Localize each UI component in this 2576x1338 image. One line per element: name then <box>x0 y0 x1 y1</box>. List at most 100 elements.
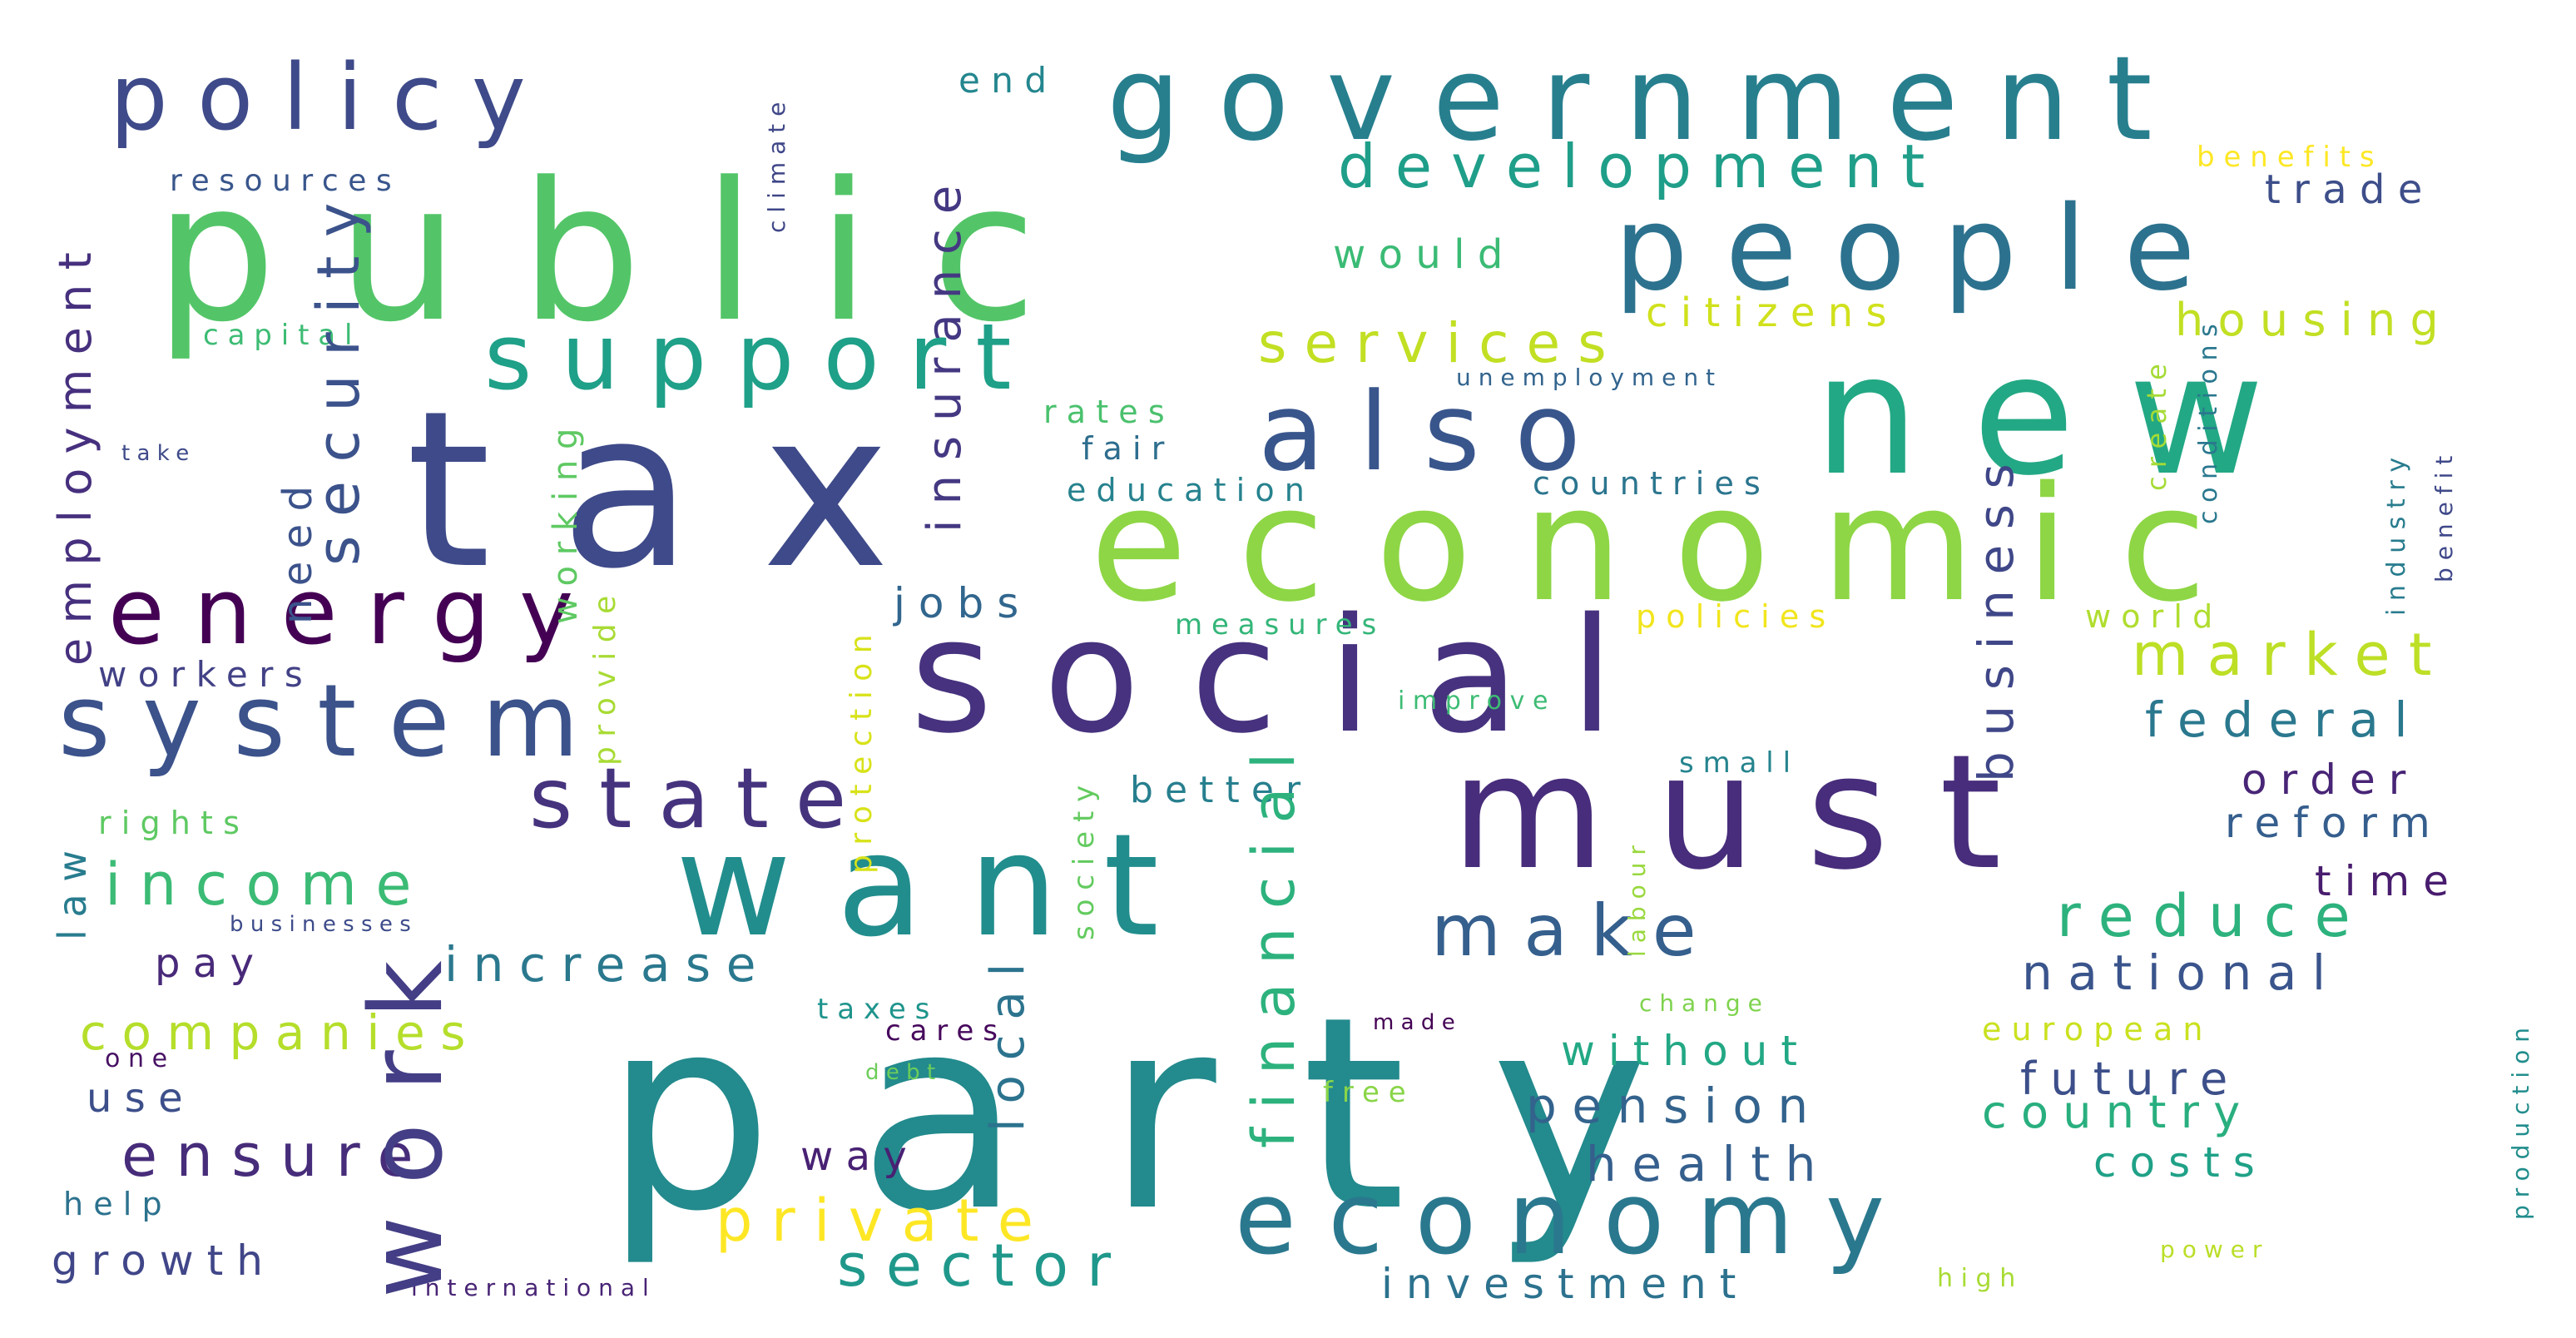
word-power: power <box>2160 1236 2270 1263</box>
word-development: development <box>1338 131 1944 201</box>
word-time: time <box>2315 857 2462 905</box>
word-health: health <box>1586 1136 1831 1192</box>
word-citizens: citizens <box>1646 290 1900 336</box>
word-better: better <box>1130 769 1313 811</box>
word-production: production <box>2507 1020 2534 1220</box>
word-end: end <box>959 60 1058 101</box>
word-businesses: businesses <box>230 912 419 937</box>
word-country: country <box>1982 1086 2255 1138</box>
word-want: want <box>676 804 1205 969</box>
word-economy: economy <box>1235 1162 1917 1277</box>
word-economic: economic <box>1090 453 2258 637</box>
word-society: society <box>1068 776 1101 940</box>
word-sector: sector <box>837 1231 1130 1300</box>
word-resources: resources <box>170 164 402 198</box>
word-income: income <box>105 850 430 919</box>
word-rights: rights <box>98 805 250 841</box>
word-would: would <box>1333 231 1516 278</box>
word-benefit: benefit <box>2430 448 2458 582</box>
word-provide: provide <box>588 586 622 766</box>
word-trade: trade <box>2265 166 2435 213</box>
word-public: public <box>155 142 1098 364</box>
word-national: national <box>2022 944 2341 1001</box>
word-conditions: conditions <box>2194 315 2223 524</box>
word-financial: financial <box>1240 734 1308 1148</box>
word-policy: policy <box>110 44 556 151</box>
word-energy: energy <box>108 558 603 665</box>
word-growth: growth <box>52 1236 276 1285</box>
word-party: party <box>604 960 1734 1270</box>
word-costs: costs <box>2093 1138 2268 1187</box>
word-government: government <box>1107 32 2190 167</box>
word-order: order <box>2242 756 2420 804</box>
word-change: change <box>1639 989 1770 1017</box>
word-future: future <box>2020 1053 2242 1105</box>
word-support: support <box>484 304 1041 410</box>
word-help: help <box>63 1186 172 1222</box>
word-reduce: reduce <box>2057 882 2370 950</box>
word-reform: reform <box>2225 799 2444 847</box>
word-pension: pension <box>1526 1078 1824 1134</box>
word-high: high <box>1937 1264 2024 1293</box>
word-tax: tax <box>406 365 959 617</box>
word-people: people <box>1614 181 2233 317</box>
word-make: make <box>1431 890 1720 973</box>
word-insurance: insurance <box>918 170 972 533</box>
word-pay: pay <box>155 940 267 987</box>
word-increase: increase <box>444 936 771 993</box>
word-ensure: ensure <box>121 1122 432 1190</box>
word-small: small <box>1679 746 1800 780</box>
word-new: new <box>1814 319 2318 513</box>
word-fair: fair <box>1082 430 1175 467</box>
word-countries: countries <box>1533 465 1771 502</box>
word-free: free <box>1323 1076 1415 1109</box>
word-employment: employment <box>49 237 102 666</box>
word-local: local <box>981 948 1035 1132</box>
word-debt: debt <box>865 1060 943 1085</box>
word-taxes: taxes <box>817 993 939 1026</box>
word-international: international <box>411 1274 656 1301</box>
word-industry: industry <box>2382 449 2411 616</box>
word-must: must <box>1451 721 2053 904</box>
word-companies: companies <box>80 1004 482 1061</box>
word-climate: climate <box>763 94 790 233</box>
word-social: social <box>910 584 1665 768</box>
word-need: need <box>275 473 321 624</box>
word-one: one <box>105 1044 176 1073</box>
word-without: without <box>1561 1027 1811 1075</box>
word-use: use <box>87 1075 196 1122</box>
word-capital: capital <box>203 319 362 352</box>
word-unemployment: unemployment <box>1456 364 1722 391</box>
word-create: create <box>2141 354 2172 491</box>
word-way: way <box>800 1133 920 1180</box>
word-market: market <box>2132 621 2450 689</box>
word-services: services <box>1258 311 1624 375</box>
word-labour: labour <box>1623 838 1651 957</box>
word-made: made <box>1373 1010 1463 1035</box>
word-private: private <box>716 1187 1053 1255</box>
word-education: education <box>1067 472 1315 508</box>
word-take: take <box>121 441 196 466</box>
word-benefits: benefits <box>2197 141 2384 174</box>
word-working: working <box>547 417 585 624</box>
word-measures: measures <box>1175 608 1386 642</box>
word-law: law <box>50 838 95 940</box>
word-cares: cares <box>885 1014 1007 1048</box>
word-system: system <box>58 664 612 780</box>
word-improve: improve <box>1398 686 1557 716</box>
word-european: european <box>1982 1011 2213 1048</box>
word-policies: policies <box>1636 598 1836 635</box>
word-rates: rates <box>1043 394 1175 430</box>
word-workers: workers <box>98 654 315 695</box>
word-federal: federal <box>2145 691 2424 748</box>
word-state: state <box>529 750 874 847</box>
word-world: world <box>2085 598 2223 635</box>
word-investment: investment <box>1381 1260 1750 1308</box>
word-work: work <box>349 929 465 1298</box>
word-housing: housing <box>2175 294 2454 346</box>
word-business: business <box>1968 448 2024 782</box>
word-also: also <box>1258 369 1616 495</box>
word-jobs: jobs <box>894 579 1033 627</box>
word-protection: protection <box>845 624 879 874</box>
